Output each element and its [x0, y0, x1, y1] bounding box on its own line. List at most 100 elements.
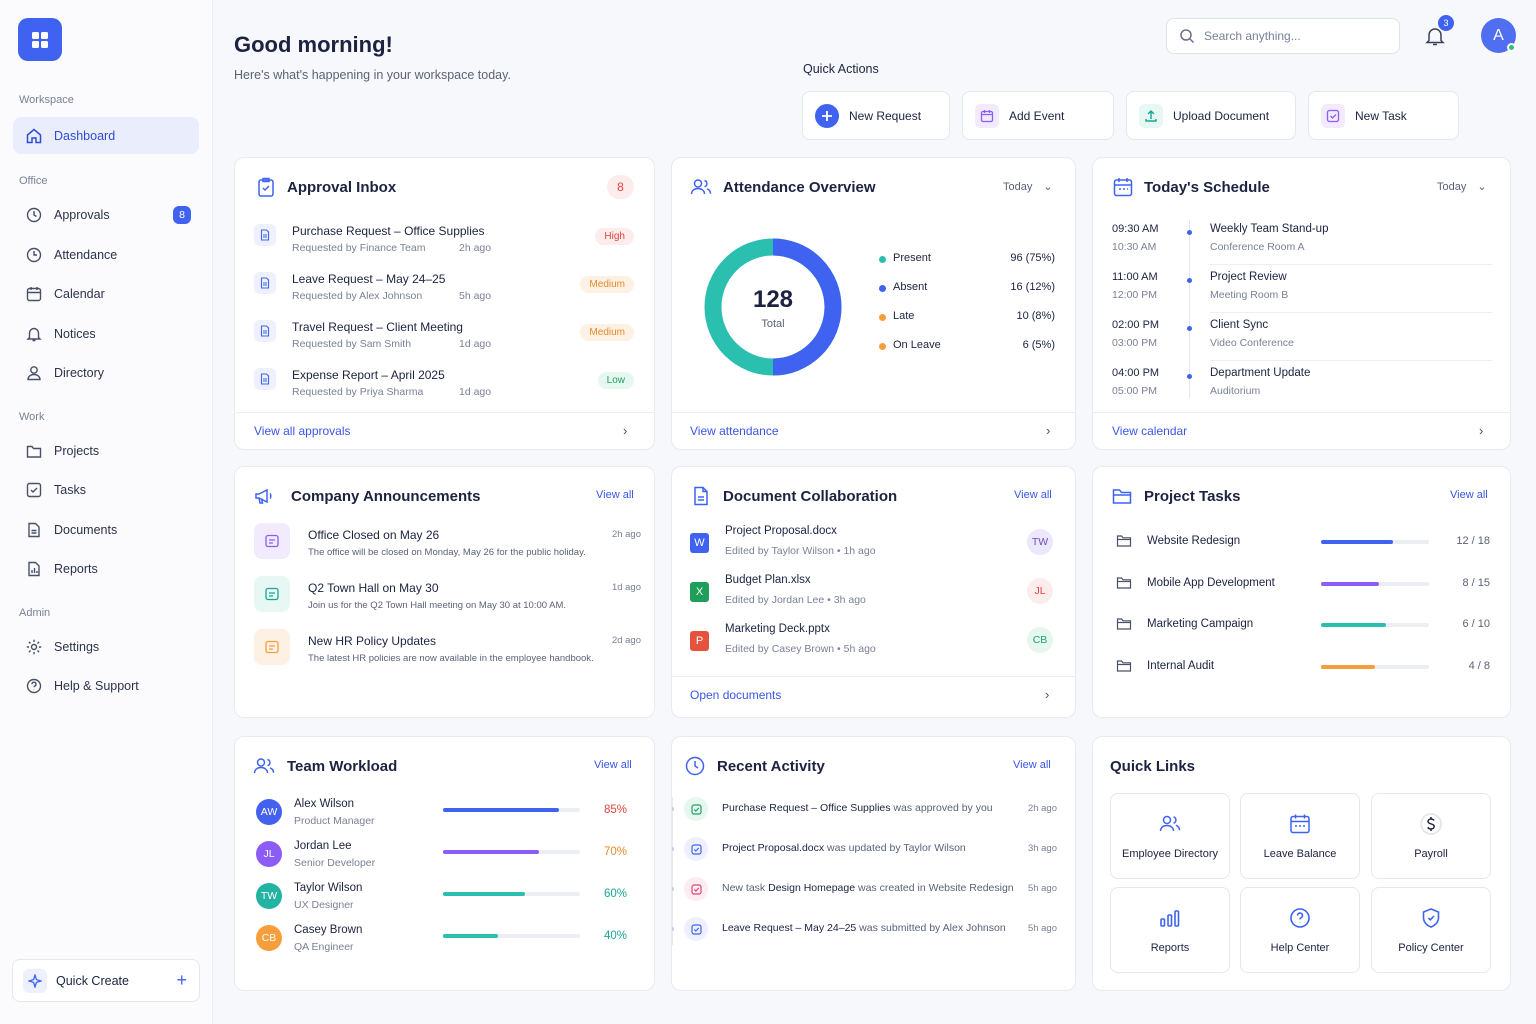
sidebar-item-calendar[interactable]: Calendar — [13, 275, 199, 312]
workload-view-all-link[interactable]: View all — [594, 759, 632, 771]
approval-row[interactable]: Purchase Request – Office Supplies Reques… — [235, 222, 654, 266]
view-calendar-link[interactable]: View calendar — [1112, 424, 1188, 438]
sidebar-item-tasks[interactable]: Tasks — [13, 471, 199, 508]
donut-absent-segment — [772, 238, 842, 376]
sidebar-item-documents[interactable]: Documents — [13, 511, 199, 548]
timeline-dot — [1187, 374, 1192, 379]
quick-link-employee-directory[interactable]: Employee Directory — [1110, 793, 1230, 879]
quick-link-leave-balance[interactable]: Leave Balance — [1240, 793, 1360, 879]
open-documents-link[interactable]: Open documents — [690, 688, 782, 702]
sidebar-item-approvals[interactable]: Approvals 8 — [13, 196, 199, 233]
document-edit-info: Edited by Taylor Wilson • 1h ago — [725, 545, 876, 557]
app-logo[interactable] — [18, 18, 62, 61]
member-name: Taylor Wilson — [294, 882, 363, 894]
approval-inbox-card: Approval Inbox 8 Purchase Request – Offi… — [234, 157, 655, 450]
schedule-event[interactable]: 09:30 AM 10:30 AM Weekly Team Stand-up Conf… — [1093, 222, 1510, 266]
document-editor: Edited by Jordan Lee — [725, 594, 825, 606]
workload-row[interactable]: AW Alex Wilson Product Manager 85% — [235, 798, 654, 834]
activity-item[interactable]: Project Proposal.docx was updated by Tay… — [672, 837, 1075, 861]
plus-icon: + — [176, 970, 187, 990]
quick-create-button[interactable]: Quick Create + — [12, 959, 200, 1002]
legend-dot — [879, 256, 886, 263]
workload-percent: 70% — [603, 846, 627, 858]
schedule-filter-dropdown[interactable]: Today ⌄ — [1437, 180, 1487, 193]
member-avatar: CB — [256, 925, 282, 951]
document-item[interactable]: W Project Proposal.docx Edited by Taylor W… — [672, 524, 1075, 568]
project-row[interactable]: Website Redesign 12 / 18 — [1093, 533, 1510, 555]
sidebar-item-dashboard[interactable]: Dashboard — [13, 117, 199, 154]
section-work: Work — [19, 411, 45, 423]
view-all-approvals-link[interactable]: View all approvals — [254, 424, 351, 438]
schedule-event[interactable]: 11:00 AM 12:00 PM Project Review Meeting Ro… — [1093, 270, 1510, 314]
new-task-button[interactable]: New Task — [1308, 91, 1459, 140]
sidebar-item-settings[interactable]: Settings — [13, 628, 199, 665]
user-avatar[interactable]: A — [1481, 18, 1516, 53]
activity-view-all-link[interactable]: View all — [1013, 759, 1051, 771]
workload-row[interactable]: TW Taylor Wilson UX Designer 60% — [235, 882, 654, 918]
documents-title: Document Collaboration — [723, 488, 898, 505]
workload-row[interactable]: JL Jordan Lee Senior Developer 70% — [235, 840, 654, 876]
attendance-filter-value: Today — [1003, 181, 1033, 193]
chevron-right-icon[interactable]: › — [1045, 687, 1050, 702]
separator-dot: • — [834, 643, 844, 655]
add-event-button[interactable]: Add Event — [962, 91, 1114, 140]
activity-action: was approved by you — [890, 802, 993, 814]
new-request-button[interactable]: New Request — [802, 91, 950, 140]
quick-link-label: Policy Center — [1398, 942, 1464, 954]
project-row[interactable]: Mobile App Development 8 / 15 — [1093, 575, 1510, 597]
chevron-right-icon[interactable]: › — [623, 423, 628, 438]
schedule-event[interactable]: 02:00 PM 03:00 PM Client Sync Video Confere… — [1093, 318, 1510, 362]
sidebar-item-attendance[interactable]: Attendance — [13, 236, 199, 273]
announcement-item[interactable]: Office Closed on May 26 2h ago The office … — [235, 523, 654, 571]
sidebar-item-directory[interactable]: Directory — [13, 354, 199, 391]
approval-row[interactable]: Leave Request – May 24–25 Requested by Al… — [235, 270, 654, 314]
chevron-right-icon[interactable]: › — [1479, 423, 1484, 438]
legend-value: 16 (12%) — [1010, 281, 1055, 293]
workload-row[interactable]: CB Casey Brown QA Engineer 40% — [235, 924, 654, 960]
document-item[interactable]: X Budget Plan.xlsx Edited by Jordan Lee • … — [672, 573, 1075, 617]
progress-fill — [1321, 581, 1379, 586]
document-icon — [254, 272, 276, 294]
document-item[interactable]: P Marketing Deck.pptx Edited by Casey Brow… — [672, 622, 1075, 666]
activity-item[interactable]: New task Design Homepage was created in … — [672, 877, 1075, 901]
sidebar-item-help[interactable]: Help & Support — [13, 667, 199, 704]
approval-row[interactable]: Travel Request – Client Meeting Requested… — [235, 318, 654, 362]
folder-icon — [1112, 489, 1132, 504]
approval-row[interactable]: Expense Report – April 2025 Requested by … — [235, 366, 654, 410]
announcement-item[interactable]: Q2 Town Hall on May 30 1d ago Join us for … — [235, 576, 654, 624]
attendance-filter-dropdown[interactable]: Today ⌄ — [1003, 180, 1053, 193]
project-task-count: 6 / 10 — [1462, 618, 1490, 630]
quick-link-policy-center[interactable]: Policy Center — [1371, 887, 1491, 973]
project-row[interactable]: Marketing Campaign 6 / 10 — [1093, 616, 1510, 638]
notifications-button[interactable]: 3 — [1424, 15, 1454, 49]
quick-link-help-center[interactable]: Help Center — [1240, 887, 1360, 973]
announcement-item[interactable]: New HR Policy Updates 2d ago The latest HR… — [235, 629, 654, 677]
quick-link-payroll[interactable]: Payroll — [1371, 793, 1491, 879]
attendance-total-label: Total — [761, 318, 785, 330]
member-role: Senior Developer — [294, 857, 376, 869]
sidebar-item-projects[interactable]: Projects — [13, 432, 199, 469]
bell-icon — [1425, 28, 1445, 46]
quick-link-label: Payroll — [1414, 848, 1448, 860]
project-row[interactable]: Internal Audit 4 / 8 — [1093, 658, 1510, 680]
bell-icon — [26, 327, 42, 341]
search-input[interactable]: Search anything... — [1166, 18, 1400, 54]
quick-link-reports[interactable]: Reports — [1110, 887, 1230, 973]
approval-inbox-title: Approval Inbox — [287, 179, 397, 196]
upload-document-button[interactable]: Upload Document — [1126, 91, 1296, 140]
chevron-down-icon: ⌄ — [1477, 181, 1487, 193]
chevron-right-icon[interactable]: › — [1046, 423, 1051, 438]
member-role: Product Manager — [294, 815, 375, 827]
projects-view-all-link[interactable]: View all — [1450, 489, 1488, 501]
schedule-event[interactable]: 04:00 PM 05:00 PM Department Update Auditor… — [1093, 366, 1510, 410]
view-attendance-link[interactable]: View attendance — [690, 424, 779, 438]
document-name: Marketing Deck.pptx — [725, 623, 830, 635]
sidebar-item-reports[interactable]: Reports — [13, 550, 199, 587]
progress-fill — [443, 892, 526, 896]
announcements-view-all-link[interactable]: View all — [596, 489, 634, 501]
activity-item[interactable]: Purchase Request – Office Supplies was a… — [672, 797, 1075, 821]
sidebar-item-notices[interactable]: Notices — [13, 315, 199, 352]
user-icon — [27, 365, 41, 380]
documents-view-all-link[interactable]: View all — [1014, 489, 1052, 501]
activity-item[interactable]: Leave Request – May 24–25 was submitted … — [672, 917, 1075, 941]
